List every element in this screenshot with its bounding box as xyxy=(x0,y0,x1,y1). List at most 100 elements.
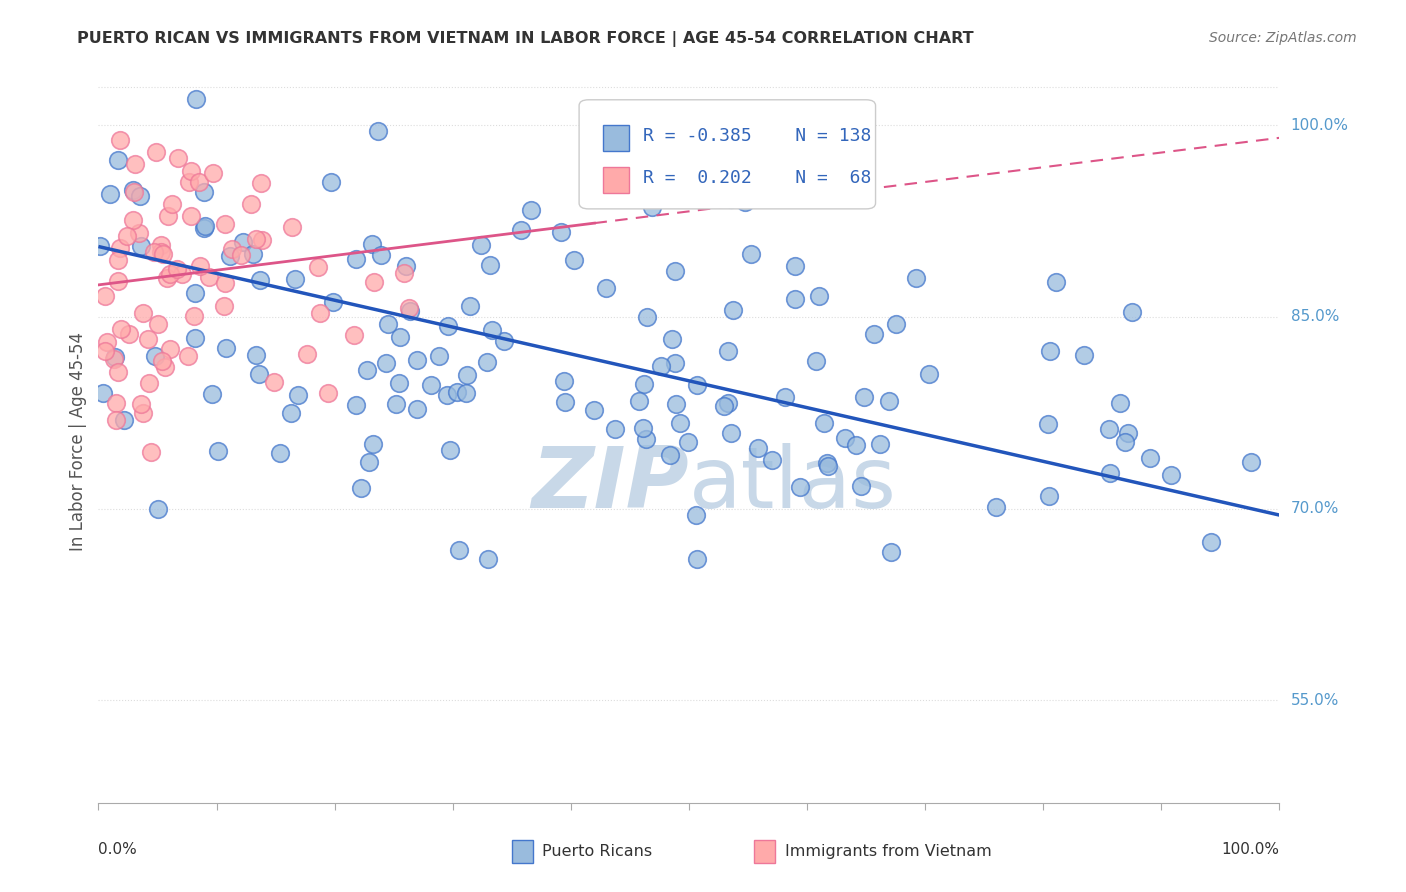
Point xyxy=(481,323,503,337)
Point xyxy=(269,446,291,460)
Point xyxy=(1240,455,1263,469)
Bar xyxy=(603,167,628,193)
Point xyxy=(884,318,907,332)
Text: 100.0%: 100.0% xyxy=(1291,118,1348,133)
Point xyxy=(869,437,891,451)
Point xyxy=(406,353,429,368)
Point xyxy=(105,413,128,427)
Point xyxy=(201,387,224,401)
Point xyxy=(676,435,699,450)
Point xyxy=(146,317,169,331)
Point xyxy=(103,352,125,367)
Point xyxy=(146,502,169,516)
Point xyxy=(107,365,129,379)
Text: 0.0%: 0.0% xyxy=(98,842,138,856)
Point xyxy=(94,289,117,303)
Point xyxy=(880,545,903,559)
Point xyxy=(115,228,138,243)
Point xyxy=(740,247,762,261)
Point xyxy=(595,281,617,295)
Point xyxy=(177,349,200,363)
Point xyxy=(94,343,117,358)
Point xyxy=(221,243,243,257)
Point xyxy=(104,351,127,365)
Point xyxy=(398,301,420,315)
Point xyxy=(250,176,273,190)
Point xyxy=(145,145,167,159)
Point xyxy=(263,375,285,389)
Point xyxy=(918,367,941,381)
Point xyxy=(986,500,1008,514)
Point xyxy=(159,343,181,357)
Point xyxy=(166,261,188,276)
Point xyxy=(343,327,366,342)
Point xyxy=(180,164,202,178)
Point xyxy=(631,421,654,435)
Text: atlas: atlas xyxy=(689,443,897,526)
Point xyxy=(664,264,686,278)
Bar xyxy=(512,840,533,863)
Point xyxy=(150,353,173,368)
Point xyxy=(1098,422,1121,436)
Point xyxy=(807,289,830,303)
Point xyxy=(370,248,392,262)
Point xyxy=(193,221,215,235)
Point xyxy=(669,417,692,431)
Point xyxy=(1160,468,1182,483)
Point xyxy=(716,344,738,359)
Text: Immigrants from Vietnam: Immigrants from Vietnam xyxy=(785,845,991,859)
Point xyxy=(661,332,683,346)
Text: 70.0%: 70.0% xyxy=(1291,501,1339,516)
Point xyxy=(1099,467,1122,481)
Bar xyxy=(754,840,775,863)
Point xyxy=(121,213,143,227)
Point xyxy=(385,397,408,411)
Point xyxy=(374,356,396,370)
Point xyxy=(817,459,839,474)
Point xyxy=(184,93,207,107)
Point xyxy=(636,310,658,324)
Point xyxy=(177,175,200,189)
Point xyxy=(1139,450,1161,465)
Point xyxy=(628,394,651,409)
Point xyxy=(107,253,129,268)
Point xyxy=(427,349,450,363)
Point xyxy=(395,259,418,273)
Point xyxy=(131,396,153,410)
Point xyxy=(877,394,900,409)
Point xyxy=(280,220,302,235)
Point xyxy=(713,399,735,413)
Point xyxy=(124,157,146,171)
Point xyxy=(215,341,238,355)
Point xyxy=(1045,275,1067,289)
Point xyxy=(156,271,179,285)
Text: R = -0.385    N = 138: R = -0.385 N = 138 xyxy=(643,127,872,145)
Point xyxy=(775,390,797,404)
Point xyxy=(150,237,173,252)
Point xyxy=(659,449,682,463)
Point xyxy=(419,377,441,392)
Point xyxy=(118,327,141,342)
Point xyxy=(1114,435,1136,450)
Point xyxy=(194,219,217,233)
Point xyxy=(387,376,409,391)
Point xyxy=(446,384,468,399)
Point xyxy=(665,397,688,411)
Point xyxy=(361,437,384,451)
Point xyxy=(287,388,309,402)
Point xyxy=(136,332,159,346)
Point xyxy=(295,347,318,361)
Point xyxy=(344,398,367,412)
Point xyxy=(245,348,267,362)
Point xyxy=(159,267,181,281)
Point xyxy=(562,252,585,267)
Point xyxy=(1039,343,1062,358)
Point xyxy=(344,252,367,267)
Text: 100.0%: 100.0% xyxy=(1222,842,1279,856)
Point xyxy=(139,445,162,459)
Point xyxy=(721,303,744,318)
Point xyxy=(806,354,828,368)
Point xyxy=(633,376,655,391)
Point xyxy=(172,267,194,281)
Point xyxy=(107,274,129,288)
